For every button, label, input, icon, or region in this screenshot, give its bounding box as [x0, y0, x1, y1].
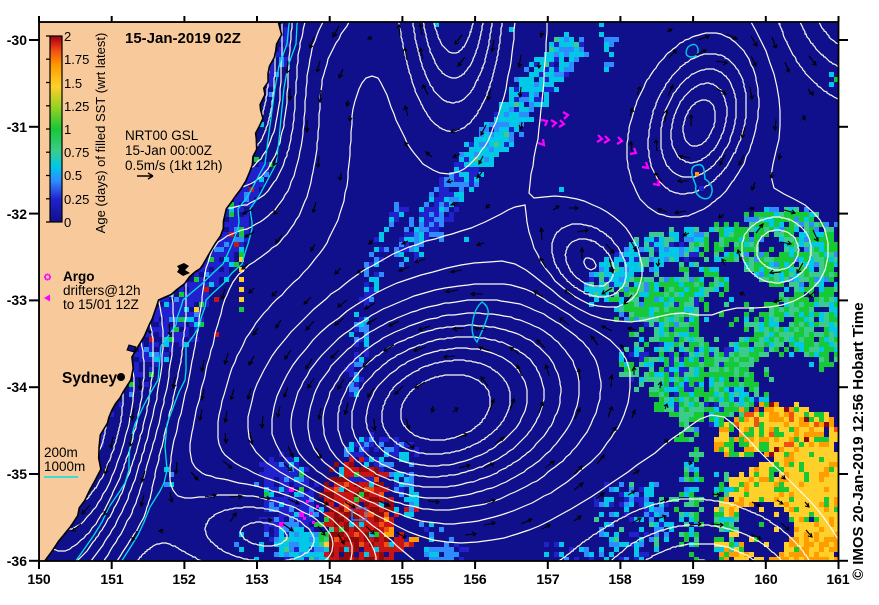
svg-text:NRT00 GSL: NRT00 GSL: [125, 128, 199, 143]
svg-text:-32: -32: [7, 206, 27, 222]
svg-text:2: 2: [64, 29, 71, 44]
svg-text:Sydney: Sydney: [62, 370, 118, 387]
svg-text:158: 158: [608, 571, 632, 587]
svg-text:-36: -36: [7, 553, 27, 569]
svg-text:0.25: 0.25: [64, 192, 89, 207]
svg-text:drifters@12h: drifters@12h: [63, 283, 141, 298]
svg-text:155: 155: [390, 571, 414, 587]
svg-text:-35: -35: [7, 466, 27, 482]
svg-text:-30: -30: [7, 32, 27, 48]
svg-text:0.5: 0.5: [64, 168, 82, 183]
svg-text:-34: -34: [7, 379, 27, 395]
svg-text:150: 150: [27, 571, 51, 587]
svg-text:161: 161: [826, 571, 850, 587]
svg-text:0: 0: [64, 215, 71, 230]
svg-text:1.75: 1.75: [64, 52, 89, 67]
svg-text:1.5: 1.5: [64, 76, 82, 91]
svg-text:1: 1: [64, 122, 71, 137]
svg-text:160: 160: [754, 571, 778, 587]
svg-text:-31: -31: [7, 119, 27, 135]
svg-text:159: 159: [681, 571, 705, 587]
svg-text:152: 152: [172, 571, 196, 587]
svg-text:156: 156: [463, 571, 487, 587]
svg-text:154: 154: [318, 571, 342, 587]
svg-text:0.75: 0.75: [64, 145, 89, 160]
svg-text:1000m: 1000m: [44, 459, 85, 474]
svg-text:15-Jan 00:00Z: 15-Jan 00:00Z: [125, 143, 212, 158]
svg-text:157: 157: [536, 571, 560, 587]
svg-text:Argo: Argo: [63, 269, 95, 284]
svg-text:© IMOS 20-Jan-2019 12:56 Hobar: © IMOS 20-Jan-2019 12:56 Hobart Time: [850, 302, 867, 580]
svg-text:to 15/01 12Z: to 15/01 12Z: [63, 297, 139, 312]
svg-text:15-Jan-2019 02Z: 15-Jan-2019 02Z: [125, 30, 241, 47]
svg-text:-33: -33: [7, 292, 27, 308]
svg-text:1.25: 1.25: [64, 99, 89, 114]
svg-text:153: 153: [245, 571, 269, 587]
svg-text:Age (days) of filled SST (wrt: Age (days) of filled SST (wrt latest): [93, 33, 108, 234]
svg-text:0.5m/s (1kt 12h): 0.5m/s (1kt 12h): [125, 158, 223, 173]
svg-text:151: 151: [100, 571, 124, 587]
svg-text:200m: 200m: [44, 445, 78, 460]
